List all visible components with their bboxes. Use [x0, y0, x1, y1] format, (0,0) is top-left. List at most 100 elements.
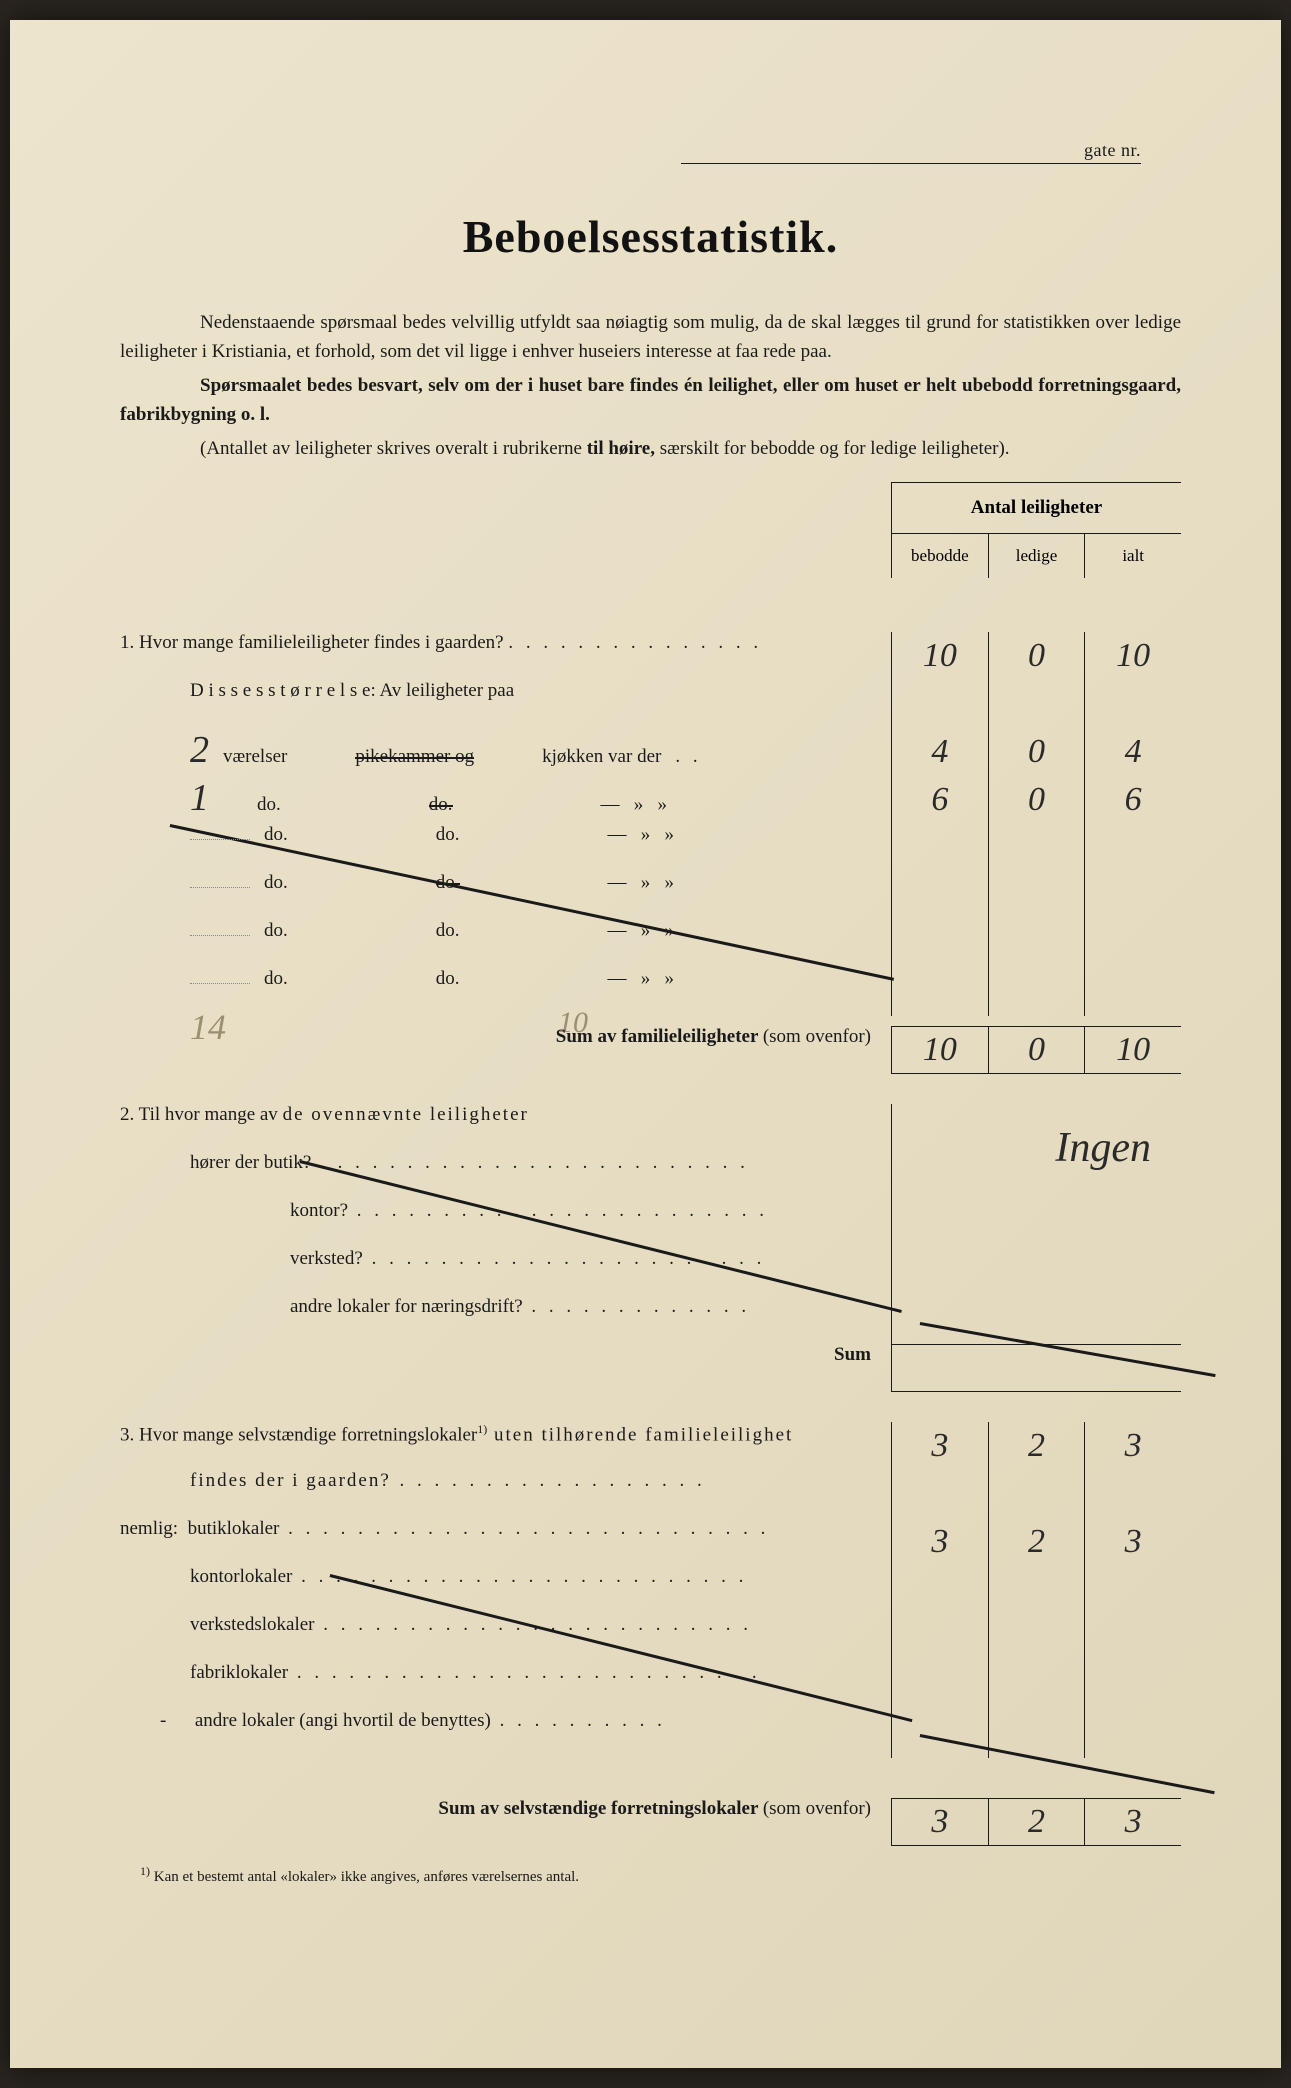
- q3-text-d: findes der i gaarden?: [190, 1470, 391, 1491]
- q1-size-row-3: do. do. — » »: [120, 824, 1181, 872]
- q2-l3: verksted? . . . . . . . . . . . . . . . …: [120, 1248, 1181, 1296]
- q1-text-b: familieleiligheter: [238, 632, 369, 653]
- q1-empty-rows-block: do. do. — » » do. do. — » »: [120, 824, 1181, 1016]
- q1-ialt: 10: [1085, 632, 1181, 680]
- intro-text-3c: særskilt for bebodde og for ledige leili…: [660, 438, 1010, 459]
- intro-paragraph-3: (Antallet av leiligheter skrives overalt…: [120, 435, 1181, 464]
- q3-sum-row: Sum av selvstændige forretningslokaler (…: [120, 1798, 1181, 1846]
- q1-r2-cells: 6 0 6: [891, 776, 1181, 824]
- q2-sum-label: Sum: [120, 1344, 891, 1366]
- intro-text-1: Nedenstaaende spørsmaal bedes velvillig …: [120, 312, 1181, 362]
- gate-number-line: gate nr.: [681, 140, 1141, 164]
- q2-row: 2. Til hvor mange av de ovennævnte leili…: [120, 1104, 1181, 1152]
- q3-label: 3. Hvor mange selvstændige forretningslo…: [120, 1422, 891, 1446]
- scanned-form-page: gate nr. Beboelsesstatistik. Nedenstaaen…: [10, 20, 1281, 2068]
- q3-l1-text: butiklokaler: [188, 1518, 280, 1539]
- q1-sum-b: 10: [892, 1026, 989, 1074]
- q1-size-row-1-left: 2 værelser pikekammer og kjøkken var der…: [120, 728, 891, 772]
- q3-r1-b: 3: [892, 1518, 989, 1566]
- q1-size-label-row: D i s s e s s t ø r r e l s e: Av leilig…: [120, 680, 1181, 728]
- q1-label: 1. Hvor mange familieleiligheter findes …: [120, 632, 891, 654]
- q3-l1: nemlig: butiklokaler . . . . . . . . . .…: [120, 1518, 1181, 1566]
- q3-r0-l: 2: [989, 1422, 1086, 1470]
- q1-r2-do2: do.: [429, 794, 453, 816]
- q1-text-c: findes i gaarden?: [369, 632, 504, 653]
- q3-r0-cells: 3 2 3: [891, 1422, 1181, 1470]
- q2-l1-text: hører der butik?: [190, 1152, 311, 1173]
- q2-subrows-block: hører der butik? . . . . . . . . . . . .…: [120, 1152, 1181, 1344]
- q1-size-row-1: 2 værelser pikekammer og kjøkken var der…: [120, 728, 1181, 776]
- q3-sum-b: 3: [892, 1798, 989, 1846]
- q2-l4: andre lokaler for næringsdrift? . . . . …: [120, 1296, 1181, 1344]
- q3-l5-text: andre lokaler (angi hvortil de benyttes): [195, 1710, 491, 1731]
- footnote-sup: 1): [140, 1864, 150, 1878]
- q3-r1-l: 2: [989, 1518, 1086, 1566]
- q3-sum-cells: 3 2 3: [891, 1798, 1181, 1846]
- q3-sum-text: Sum av selvstændige forretningslokaler: [438, 1798, 758, 1819]
- q3-text-a: 3. Hvor mange selvstændige: [120, 1424, 341, 1445]
- q3-r0-b: 3: [892, 1422, 989, 1470]
- q1-sum-text: Sum av familieleiligheter: [556, 1026, 758, 1047]
- q3-l5: - andre lokaler (angi hvortil de benytte…: [120, 1710, 1181, 1758]
- q3-r0-i: 3: [1085, 1422, 1181, 1470]
- gate-label: gate nr.: [1084, 140, 1141, 160]
- q3-sum-paren: (som ovenfor): [763, 1798, 871, 1819]
- q2-l3-text: verksted?: [290, 1248, 363, 1269]
- q3-l3-text: verkstedslokaler: [190, 1614, 315, 1635]
- q1-sum-label: Sum av familieleiligheter (som ovenfor): [120, 1026, 891, 1048]
- column-header-box: Antal leiligheter bebodde ledige ialt: [891, 482, 1181, 578]
- q1-sum-row: Sum av familieleiligheter (som ovenfor) …: [120, 1026, 1181, 1074]
- footnote: 1) Kan et bestemt antal «lokaler» ikke a…: [120, 1864, 1181, 1886]
- q3-l2: kontorlokaler . . . . . . . . . . . . . …: [120, 1566, 1181, 1614]
- q3-sum-i: 3: [1085, 1798, 1181, 1846]
- q3-r1-cells: 3 2 3: [891, 1518, 1181, 1566]
- q2-sum-row: Sum: [120, 1344, 1181, 1392]
- q2-text-sp: de ovennævnte leiligheter: [283, 1104, 529, 1125]
- intro-text-3b: til høire,: [587, 438, 655, 459]
- q1-rooms-word: værelser: [223, 746, 287, 768]
- q1-size-row-4: do. do. — » »: [120, 872, 1181, 920]
- q3-row: 3. Hvor mange selvstændige forretningslo…: [120, 1422, 1181, 1470]
- q3-r1-i: 3: [1085, 1518, 1181, 1566]
- intro-text-3a: (Antallet av leiligheter skrives overalt…: [200, 438, 582, 459]
- q1-r2-rooms: 1: [190, 776, 209, 820]
- q1-sum-l: 0: [989, 1026, 1086, 1074]
- q1-sum-cells: 10 0 10: [891, 1026, 1181, 1074]
- q1-kjokken: kjøkken var der: [542, 746, 661, 768]
- q3-l4-text: fabriklokaler: [190, 1662, 288, 1683]
- intro-paragraph-1: Nedenstaaende spørsmaal bedes velvillig …: [120, 309, 1181, 366]
- page-title: Beboelsesstatistik.: [120, 210, 1181, 263]
- q1-size-row-2-left: 1 do. do. — » »: [120, 776, 891, 820]
- q1-r2-i: 6: [1085, 776, 1181, 824]
- q3-empty-rows-block: kontorlokaler . . . . . . . . . . . . . …: [120, 1566, 1181, 1758]
- q1-r1-rooms: 2: [190, 728, 209, 772]
- q2-label: 2. Til hvor mange av de ovennævnte leili…: [120, 1104, 891, 1126]
- q3-l2-text: kontorlokaler: [190, 1566, 292, 1587]
- col-bebodde: bebodde: [892, 534, 989, 578]
- q1-text-a: 1. Hvor mange: [120, 632, 238, 653]
- q1-r2-l: 0: [989, 776, 1086, 824]
- q1-size-row-5: do. do. — » »: [120, 920, 1181, 968]
- q3-sum-label: Sum av selvstændige forretningslokaler (…: [120, 1798, 891, 1820]
- q1-sum-paren: (som ovenfor): [763, 1026, 871, 1047]
- intro-paragraph-2: Spørsmaalet bedes besvart, selv om der i…: [120, 372, 1181, 429]
- col-ledige: ledige: [989, 534, 1086, 578]
- q3-l4: fabriklokaler . . . . . . . . . . . . . …: [120, 1662, 1181, 1710]
- questions-block: 1. Hvor mange familieleiligheter findes …: [120, 482, 1181, 1846]
- footnote-text: Kan et bestemt antal «lokaler» ikke angi…: [154, 1869, 579, 1885]
- q2-text-a: 2. Til hvor mange av: [120, 1104, 283, 1125]
- q1-size-row-2: 1 do. do. — » » 6 0 6: [120, 776, 1181, 824]
- q3-row-cont: findes der i gaarden? . . . . . . . . . …: [120, 1470, 1181, 1518]
- q1-size-row-6: do. do. — » »: [120, 968, 1181, 1016]
- q1-cells: 10 0 10: [891, 632, 1181, 680]
- q2-l2: kontor? . . . . . . . . . . . . . . . . …: [120, 1200, 1181, 1248]
- q1-r1-i: 4: [1085, 728, 1181, 776]
- column-subheaders: bebodde ledige ialt: [892, 534, 1181, 578]
- q1-r1-b: 4: [892, 728, 989, 776]
- q1-ledige: 0: [989, 632, 1086, 680]
- q3-l3: verkstedslokaler . . . . . . . . . . . .…: [120, 1614, 1181, 1662]
- q3-text-b: forretningslokaler: [341, 1424, 477, 1445]
- q1-r2-b: 6: [892, 776, 989, 824]
- q1-pike-struck: pikekammer og: [355, 746, 474, 768]
- col-ialt: ialt: [1085, 534, 1181, 578]
